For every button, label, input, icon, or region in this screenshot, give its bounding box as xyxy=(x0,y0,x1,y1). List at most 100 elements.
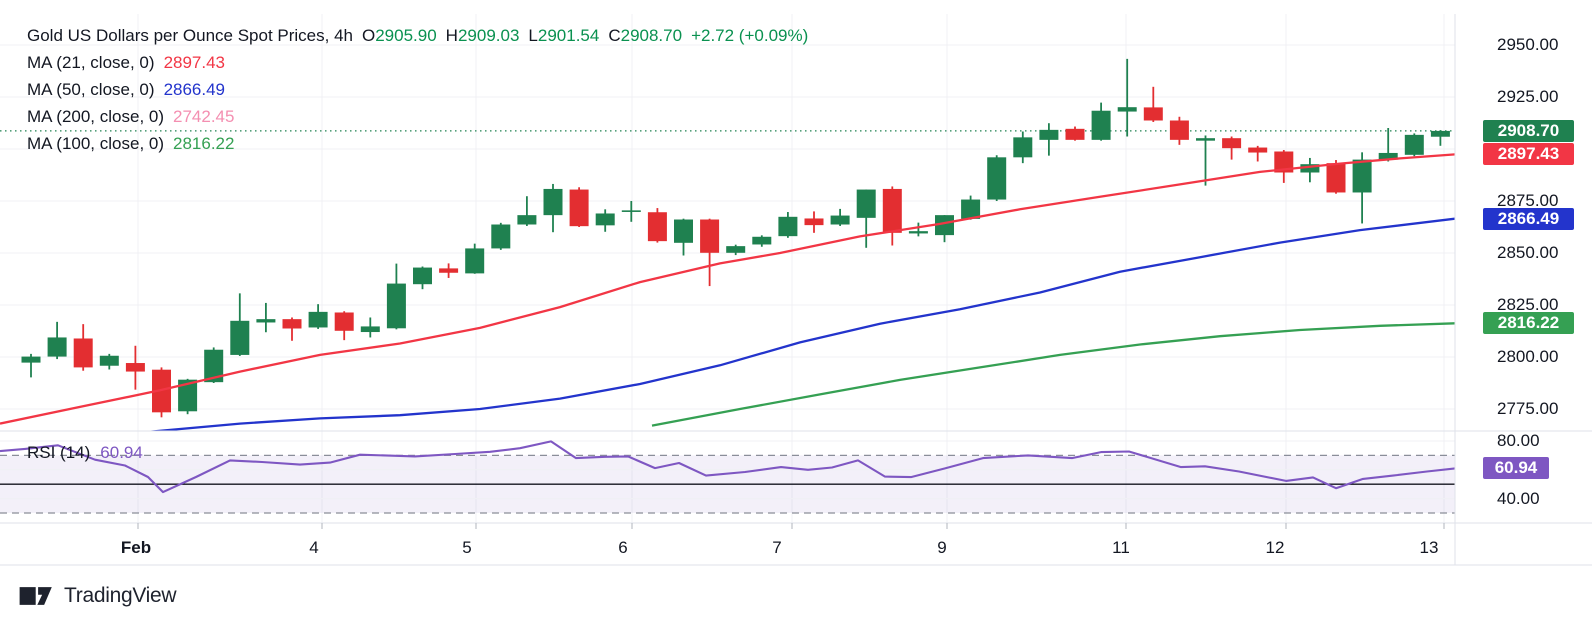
ohlc-close: C 2908.70 xyxy=(608,25,683,45)
candle-body xyxy=(178,379,198,412)
ma-legend-row-1[interactable]: MA (50, close, 0) 2866.49 xyxy=(27,76,808,103)
candle-body xyxy=(230,320,250,355)
candle-body xyxy=(99,355,119,366)
candle-body xyxy=(413,267,432,285)
candle-body xyxy=(491,224,511,249)
candle-body xyxy=(1169,120,1189,140)
price-badge-ma21: 2897.43 xyxy=(1483,143,1574,166)
candle-body xyxy=(987,157,1007,200)
candle-body xyxy=(1352,159,1372,193)
price-axis-label: 2950.00 xyxy=(1497,35,1559,54)
legend: Gold US Dollars per Ounce Spot Prices, 4… xyxy=(27,22,808,157)
candle-body xyxy=(778,216,798,237)
candle-body xyxy=(961,199,981,219)
candle-body xyxy=(439,268,459,273)
rsi-axis-label: 40.00 xyxy=(1497,488,1540,508)
ma-label: MA (50, close, 0) xyxy=(27,79,155,99)
candle-body xyxy=(1013,137,1033,158)
ma-legend-row-0[interactable]: MA (21, close, 0) 2897.43 xyxy=(27,49,808,76)
symbol-title: Gold US Dollars per Ounce Spot Prices, 4… xyxy=(27,25,353,45)
price-badge-last-price: 2908.70 xyxy=(1483,119,1574,142)
ma-legend-row-3[interactable]: MA (100, close, 0) 2816.22 xyxy=(27,130,808,157)
candle-body xyxy=(700,219,720,253)
rsi-label: RSI (14) xyxy=(27,443,91,462)
brand-text: TradingView xyxy=(64,584,177,607)
time-label-9: 9 xyxy=(937,538,947,557)
candle-body xyxy=(465,248,485,274)
candle-body xyxy=(543,188,563,216)
candle-body xyxy=(621,210,641,212)
footer-brand[interactable]: TradingView xyxy=(18,583,177,609)
ma-line-ma100 xyxy=(651,322,1455,427)
time-label-6: 6 xyxy=(618,538,628,557)
candle-body xyxy=(595,213,615,226)
candle-body xyxy=(1404,134,1424,155)
ma-line-ma50 xyxy=(147,217,1455,431)
ohlc-low: L 2901.54 xyxy=(528,25,600,45)
price-axis-label: 2850.00 xyxy=(1497,243,1559,262)
rsi-value: 60.94 xyxy=(100,443,143,462)
time-label-13: 13 xyxy=(1419,538,1439,557)
rsi-badge: 60.94 xyxy=(1483,457,1549,480)
candle-body xyxy=(1117,107,1137,112)
candle-body xyxy=(908,231,928,234)
ma-label: MA (100, close, 0) xyxy=(27,133,165,153)
candle-body xyxy=(569,189,589,227)
candle-body xyxy=(882,188,902,233)
candle-body xyxy=(334,312,354,331)
candle-body xyxy=(73,338,93,368)
candle-body xyxy=(726,246,746,253)
candle-body xyxy=(1326,163,1346,193)
tradingview-logo-icon xyxy=(19,587,52,605)
ma-label: MA (21, close, 0) xyxy=(27,52,155,72)
candle-body xyxy=(256,319,276,323)
rsi-legend[interactable]: RSI (14) 60.94 xyxy=(27,443,143,463)
candle-body xyxy=(282,319,302,329)
candle-body xyxy=(1065,128,1085,140)
candle-body xyxy=(125,363,145,372)
rsi-axis-label: 80.00 xyxy=(1497,431,1540,450)
candle-body xyxy=(386,283,406,329)
candle-body xyxy=(308,311,328,328)
ohlc-high: H 2909.03 xyxy=(445,25,520,45)
ohlc-open: O 2905.90 xyxy=(361,25,437,45)
candle-body xyxy=(1143,107,1163,121)
candle-body xyxy=(1039,129,1059,140)
candle-body xyxy=(1274,151,1294,173)
candle-body xyxy=(752,236,772,245)
time-label-12: 12 xyxy=(1265,538,1285,557)
candle-body xyxy=(647,212,667,242)
candle-body xyxy=(1378,152,1398,160)
symbol-title-row[interactable]: Gold US Dollars per Ounce Spot Prices, 4… xyxy=(27,22,808,49)
candle-body xyxy=(1430,130,1450,137)
price-axis-label: 2800.00 xyxy=(1497,347,1559,366)
candle-body xyxy=(1222,138,1242,149)
price-badge-ma100: 2816.22 xyxy=(1483,312,1574,335)
candle-body xyxy=(47,337,67,357)
ma-legend-row-2[interactable]: MA (200, close, 0) 2742.45 xyxy=(27,103,808,130)
price-axis-label: 2925.00 xyxy=(1497,87,1559,106)
candle-body xyxy=(1091,110,1111,140)
time-label-4: 4 xyxy=(309,538,319,557)
time-label-feb: Feb xyxy=(120,538,152,557)
time-label-7: 7 xyxy=(772,538,782,557)
change-value: +2.72 (+0.09%) xyxy=(691,25,809,45)
ma-legend-rows: MA (21, close, 0) 2897.43 MA (50, close, 0… xyxy=(27,49,808,157)
candle-body xyxy=(1248,147,1268,153)
candle-body xyxy=(1300,164,1320,173)
price-panel[interactable] xyxy=(0,58,1455,432)
candle-body xyxy=(830,215,850,225)
price-axis-label: 2775.00 xyxy=(1497,399,1559,418)
time-label-5: 5 xyxy=(462,538,472,557)
ma-value: 2742.45 xyxy=(173,106,235,126)
candle-body xyxy=(674,219,693,243)
candle-body xyxy=(360,326,380,333)
candle-body xyxy=(935,215,954,236)
candle-body xyxy=(856,189,876,218)
price-axis-label: 2825.00 xyxy=(1497,295,1559,314)
price-badge-ma50: 2866.49 xyxy=(1483,207,1574,230)
ma-value: 2866.49 xyxy=(163,79,226,99)
candle-body xyxy=(1196,138,1215,141)
